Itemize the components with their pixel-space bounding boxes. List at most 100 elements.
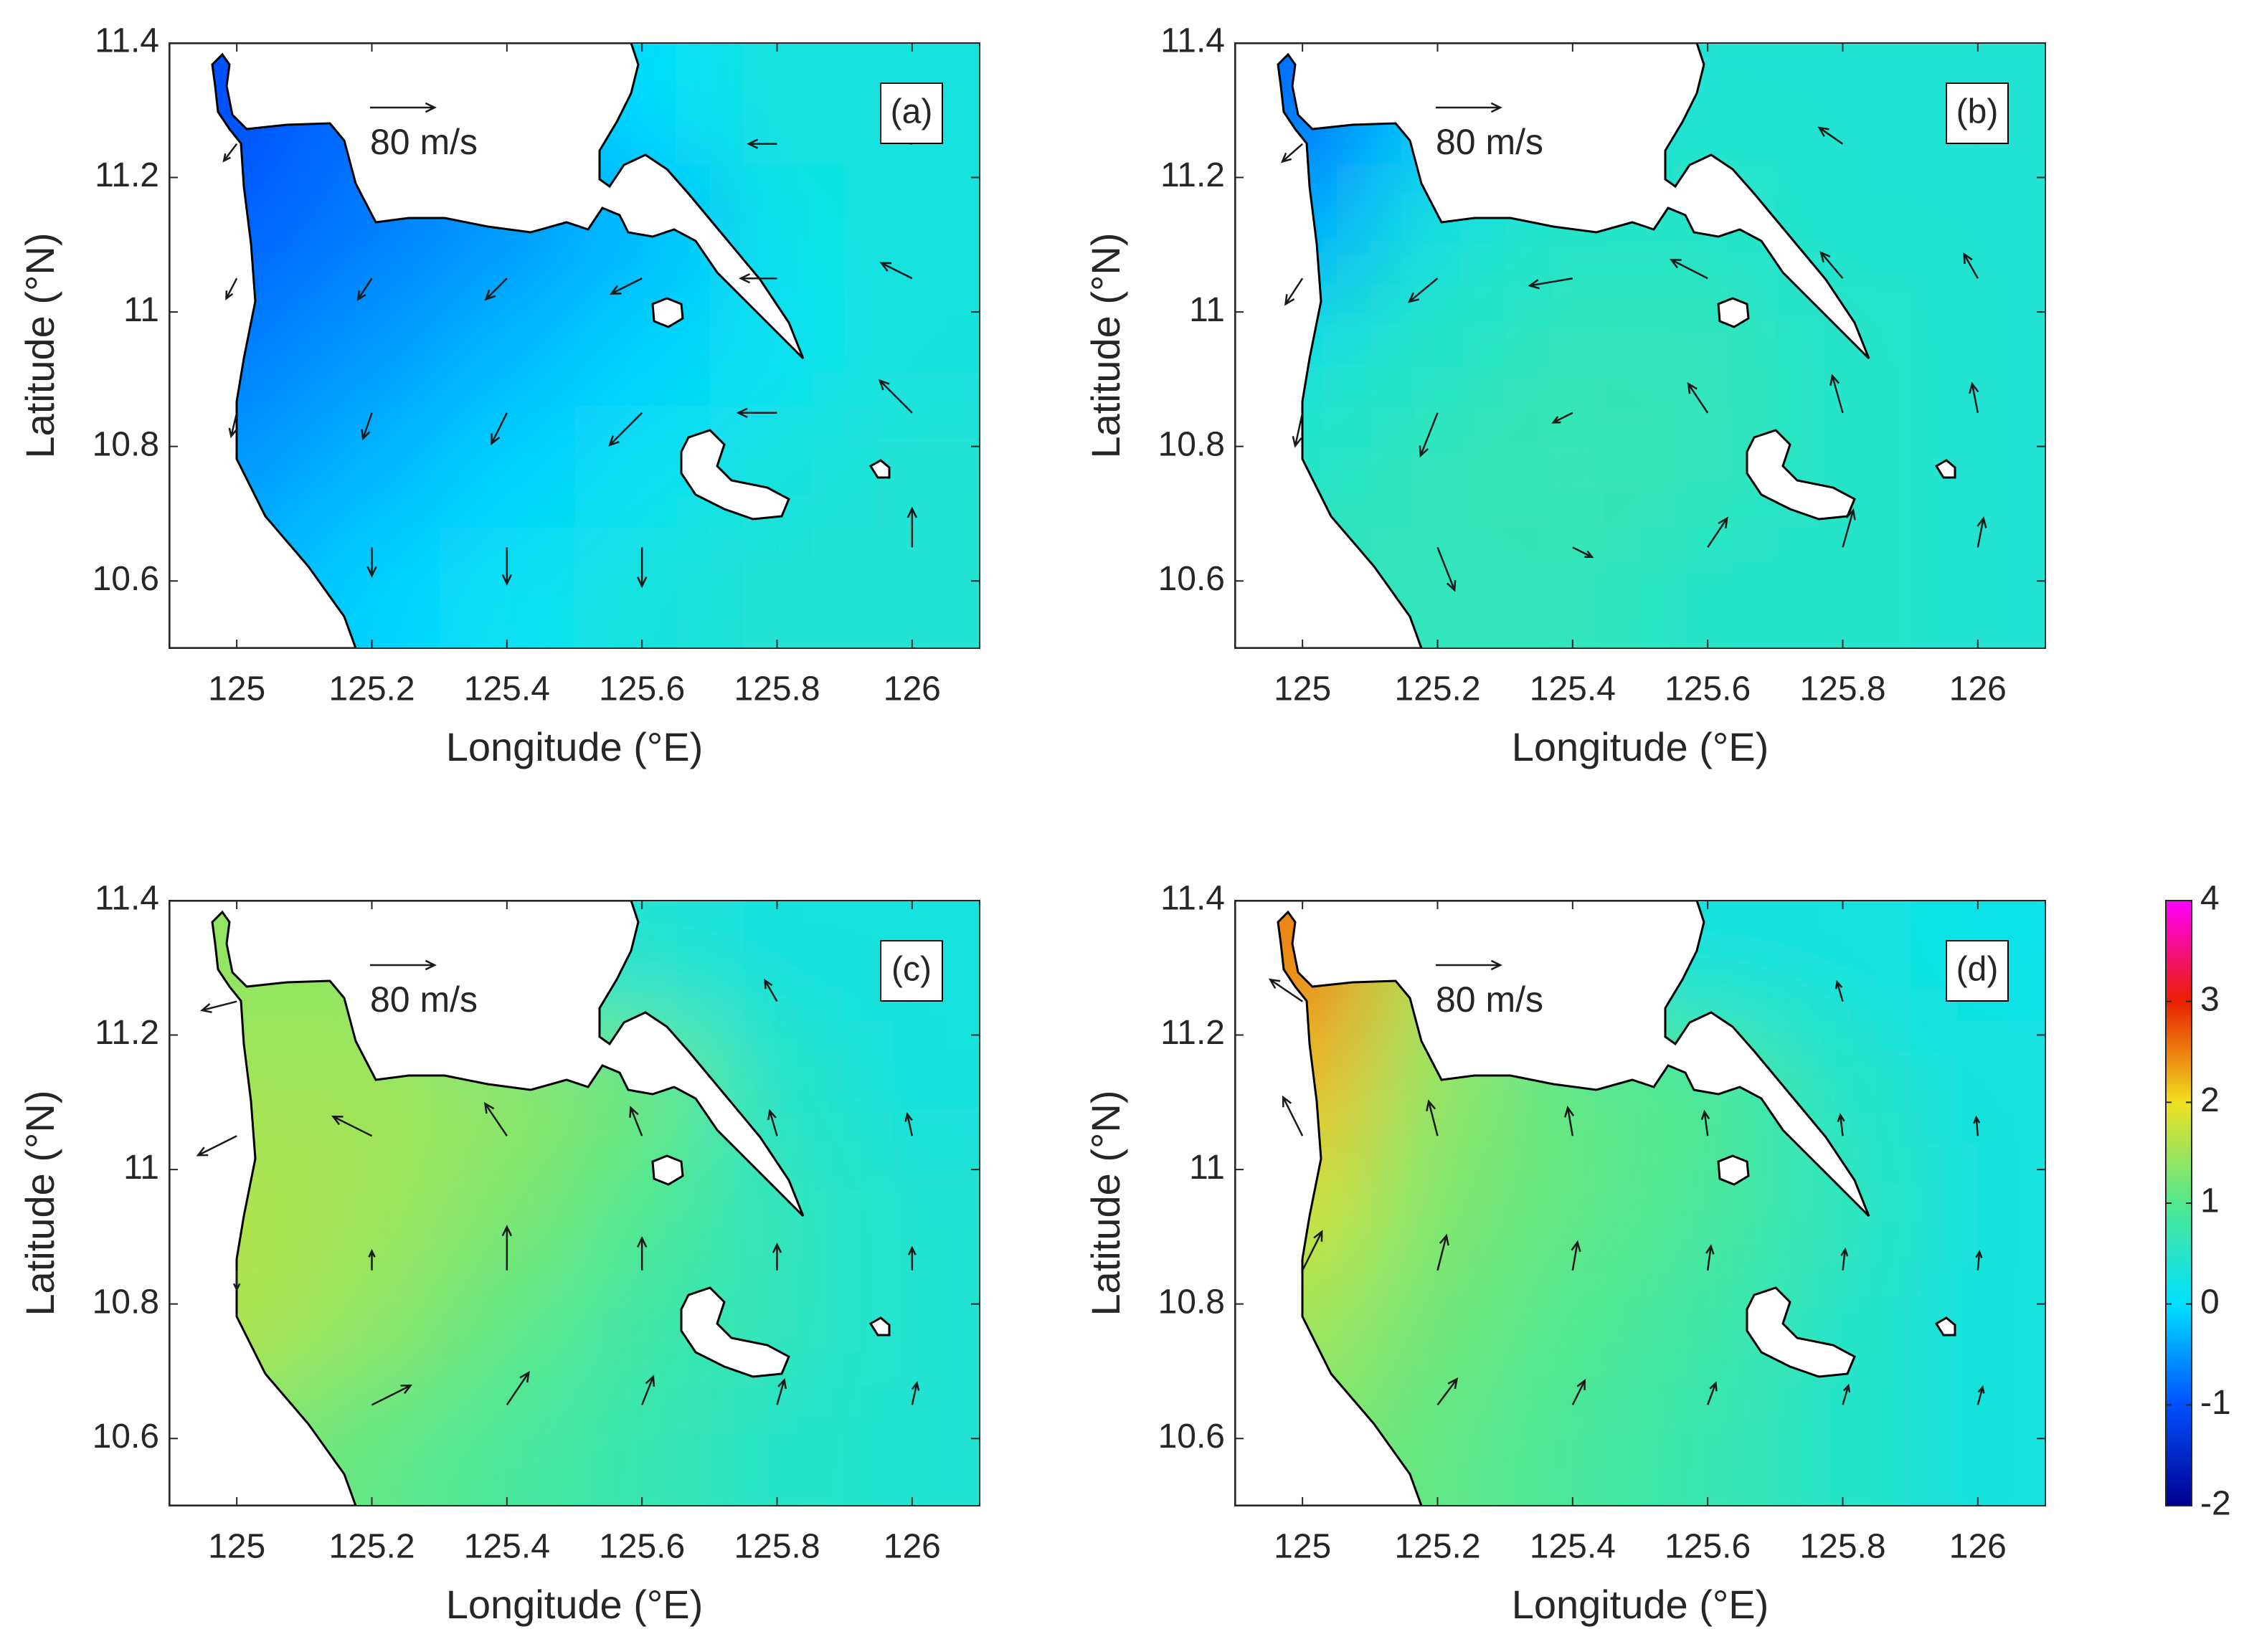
wind-vector bbox=[1302, 1230, 1323, 1271]
wind-vector bbox=[1571, 1240, 1581, 1271]
surge-cell bbox=[844, 527, 980, 648]
x-tick-label: 125.6 bbox=[599, 1528, 685, 1566]
colorbar-tick-label: 3 bbox=[2200, 980, 2220, 1018]
y-tick-label: 11.4 bbox=[95, 22, 159, 60]
surge-cell bbox=[709, 901, 846, 1022]
colorbar-tick-label: 4 bbox=[2200, 880, 2220, 918]
wind-vector bbox=[1842, 1383, 1851, 1405]
surge-cell bbox=[1505, 1142, 1641, 1265]
y-axis-label: Latitude (°N) bbox=[17, 233, 62, 459]
y-tick-label: 11.4 bbox=[1160, 22, 1225, 60]
plot-area bbox=[1235, 901, 2045, 1506]
wind-vector bbox=[1564, 1106, 1575, 1136]
x-tick-label: 125.4 bbox=[464, 1528, 550, 1566]
wind-vector bbox=[1282, 1095, 1304, 1136]
wind-vector bbox=[501, 547, 513, 586]
surge-cell bbox=[844, 285, 980, 407]
x-tick-label: 125.4 bbox=[1530, 670, 1616, 708]
colorbar-tick-label: -2 bbox=[2200, 1485, 2231, 1523]
surge-cell bbox=[304, 1142, 440, 1265]
reference-label: 80 m/s bbox=[1436, 122, 1543, 162]
x-tick-label: 125.6 bbox=[1665, 670, 1751, 708]
x-tick-label: 125.6 bbox=[1665, 1528, 1751, 1566]
wind-vector bbox=[609, 277, 643, 295]
plot-area bbox=[1235, 43, 2045, 648]
wind-vector bbox=[1572, 546, 1594, 559]
x-tick-label: 125.2 bbox=[1394, 1528, 1480, 1566]
colorbar-tick-label: 2 bbox=[2200, 1081, 2220, 1119]
wind-vector bbox=[366, 547, 377, 578]
axes-box bbox=[1234, 42, 2046, 649]
surge-cell bbox=[1505, 285, 1641, 407]
wind-vector bbox=[878, 379, 913, 414]
y-tick-label: 11.4 bbox=[95, 880, 159, 918]
wind-vector bbox=[1436, 1233, 1449, 1271]
land bbox=[1746, 429, 1856, 521]
x-axis-label: Longitude (°E) bbox=[446, 1582, 704, 1627]
wind-vector bbox=[1837, 1113, 1845, 1136]
wind-vector bbox=[1973, 1115, 1981, 1136]
y-axis-label: Latitude (°N) bbox=[17, 1091, 62, 1316]
wind-vector bbox=[368, 1248, 376, 1271]
surge-cell bbox=[709, 527, 846, 648]
wind-vector bbox=[200, 1000, 237, 1014]
wind-vector bbox=[1284, 277, 1304, 306]
wind-vector bbox=[1280, 143, 1303, 163]
wind-vector bbox=[483, 1101, 508, 1136]
x-tick-label: 125.2 bbox=[328, 670, 415, 708]
land bbox=[868, 459, 891, 479]
wind-vector bbox=[636, 547, 648, 589]
wind-vector bbox=[636, 1235, 648, 1271]
wind-vector bbox=[1976, 1385, 1985, 1405]
y-tick-label: 11.2 bbox=[95, 1014, 159, 1052]
land bbox=[1717, 1154, 1750, 1186]
y-axis-label: Latitude (°N) bbox=[1083, 1091, 1128, 1316]
x-tick-label: 125.4 bbox=[1530, 1528, 1616, 1566]
surge-cell bbox=[1910, 1385, 2045, 1506]
wind-vector bbox=[879, 262, 913, 280]
land bbox=[1746, 1286, 1856, 1378]
y-tick-label: 11 bbox=[123, 291, 159, 329]
x-tick-label: 125.8 bbox=[1799, 670, 1885, 708]
wind-vector bbox=[1963, 252, 1979, 279]
surge-cell bbox=[844, 1021, 980, 1144]
surge-cell bbox=[439, 406, 575, 528]
land bbox=[1934, 459, 1956, 479]
surge-cell bbox=[844, 1263, 980, 1386]
wind-vector bbox=[1436, 1377, 1459, 1406]
x-tick-label: 125.6 bbox=[599, 670, 685, 708]
panel-label-box bbox=[880, 82, 943, 144]
surge-cell bbox=[1775, 901, 1911, 1022]
panel-label: (d) bbox=[1956, 951, 1999, 989]
wind-vector bbox=[1551, 412, 1573, 424]
axes-box bbox=[1234, 900, 2046, 1506]
surge-cell bbox=[1370, 285, 1506, 407]
wind-vector bbox=[1571, 1379, 1586, 1405]
y-tick-label: 10.8 bbox=[1158, 1283, 1225, 1321]
y-tick-label: 10.8 bbox=[93, 1283, 159, 1321]
land bbox=[651, 297, 684, 328]
surge-cell bbox=[709, 43, 846, 165]
surge-cell bbox=[1775, 285, 1911, 407]
x-tick-label: 126 bbox=[1949, 670, 2007, 708]
wind-vector bbox=[1707, 516, 1728, 549]
y-axis-label: Latitude (°N) bbox=[1083, 233, 1128, 459]
wind-vector bbox=[371, 1385, 413, 1406]
x-tick-label: 125.4 bbox=[464, 670, 550, 708]
surge-cell bbox=[1775, 43, 1911, 165]
land bbox=[169, 43, 805, 648]
land bbox=[680, 429, 790, 521]
x-tick-label: 126 bbox=[884, 670, 941, 708]
wind-vector bbox=[1292, 412, 1304, 448]
surge-cell bbox=[1910, 1142, 2045, 1265]
wind-vector bbox=[1268, 978, 1303, 1002]
land bbox=[680, 1286, 790, 1378]
x-axis-label: Longitude (°E) bbox=[1512, 1582, 1769, 1627]
y-tick-label: 11.2 bbox=[1160, 156, 1225, 194]
y-tick-label: 10.6 bbox=[1158, 560, 1225, 598]
surge-cell bbox=[1370, 1142, 1506, 1265]
wind-vector bbox=[1706, 1381, 1718, 1405]
wind-vector bbox=[1842, 508, 1856, 548]
wind-vector bbox=[739, 273, 777, 284]
wind-vector bbox=[767, 1109, 778, 1136]
